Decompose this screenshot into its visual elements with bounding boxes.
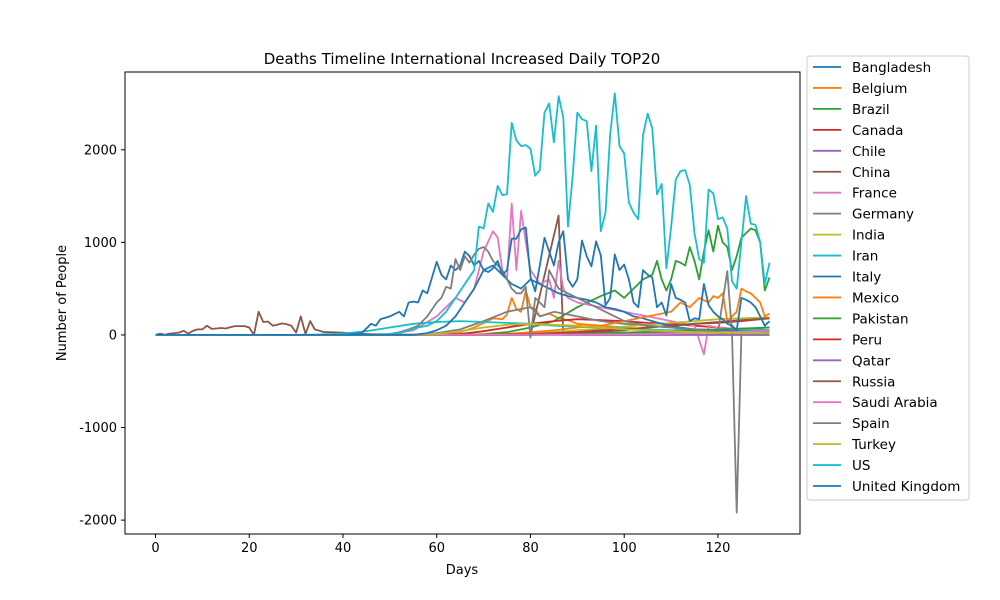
x-tick-label: 20 xyxy=(241,541,258,556)
legend-label-brazil: Brazil xyxy=(852,102,890,118)
legend-label-belgium: Belgium xyxy=(852,81,907,97)
x-tick-label: 40 xyxy=(335,541,352,556)
series-line-brazil xyxy=(155,224,771,336)
series-line-united-kingdom xyxy=(155,226,771,336)
series-line-spain xyxy=(155,246,770,514)
x-tick-label: 80 xyxy=(522,541,539,556)
legend-label-bangladesh: Bangladesh xyxy=(852,60,931,76)
legend-label-chile: Chile xyxy=(852,144,886,160)
x-tick-label: 60 xyxy=(428,541,445,556)
legend-label-italy: Italy xyxy=(852,270,881,286)
series-line-saudi-arabia xyxy=(155,330,770,336)
x-tick-label: 120 xyxy=(706,541,731,556)
legend-label-germany: Germany xyxy=(852,207,914,223)
legend-label-russia: Russia xyxy=(852,374,895,390)
legend-label-turkey: Turkey xyxy=(851,437,896,453)
legend-label-pakistan: Pakistan xyxy=(852,311,909,327)
plot-frame xyxy=(124,71,801,535)
series-line-turkey xyxy=(155,322,770,336)
legend-label-us: US xyxy=(852,458,870,474)
series-layer xyxy=(155,92,771,514)
legend-label-canada: Canada xyxy=(852,123,903,139)
y-tick-label: 1000 xyxy=(84,236,117,251)
chart-title: Deaths Timeline International Increased … xyxy=(264,50,661,68)
legend-label-france: France xyxy=(852,186,897,202)
plot-area: 0 20 40 60 80 100 120 -2000 -1000 0 1000 2000 xyxy=(79,71,801,556)
legend: Bangladesh Belgium Brazil Canada Chile China F… xyxy=(806,55,970,501)
x-tick-label: 0 xyxy=(151,541,159,556)
legend-label-mexico: Mexico xyxy=(852,290,899,306)
legend-items: Bangladesh Belgium Brazil Canada Chile China F… xyxy=(813,60,960,495)
y-tick-label: -1000 xyxy=(79,421,117,436)
y-tick-label: -2000 xyxy=(79,514,117,529)
legend-label-spain: Spain xyxy=(852,416,890,432)
x-axis-title: Days xyxy=(446,563,479,578)
legend-label-iran: Iran xyxy=(852,249,878,265)
legend-label-peru: Peru xyxy=(852,332,882,348)
series-line-us xyxy=(155,92,771,336)
y-tick-label: 2000 xyxy=(84,143,117,158)
x-tick-label: 100 xyxy=(612,541,637,556)
legend-label-saudi-arabia: Saudi Arabia xyxy=(852,395,938,411)
legend-label-united-kingdom: United Kingdom xyxy=(852,479,960,495)
y-axis-title: Number of People xyxy=(55,245,70,361)
legend-label-india: India xyxy=(852,228,885,244)
y-tick-label: 0 xyxy=(109,328,117,343)
legend-frame xyxy=(806,55,970,501)
legend-label-qatar: Qatar xyxy=(852,353,890,369)
legend-label-china: China xyxy=(852,165,891,181)
x-axis: 0 20 40 60 80 100 120 xyxy=(151,534,730,556)
y-axis: -2000 -1000 0 1000 2000 xyxy=(79,143,125,529)
